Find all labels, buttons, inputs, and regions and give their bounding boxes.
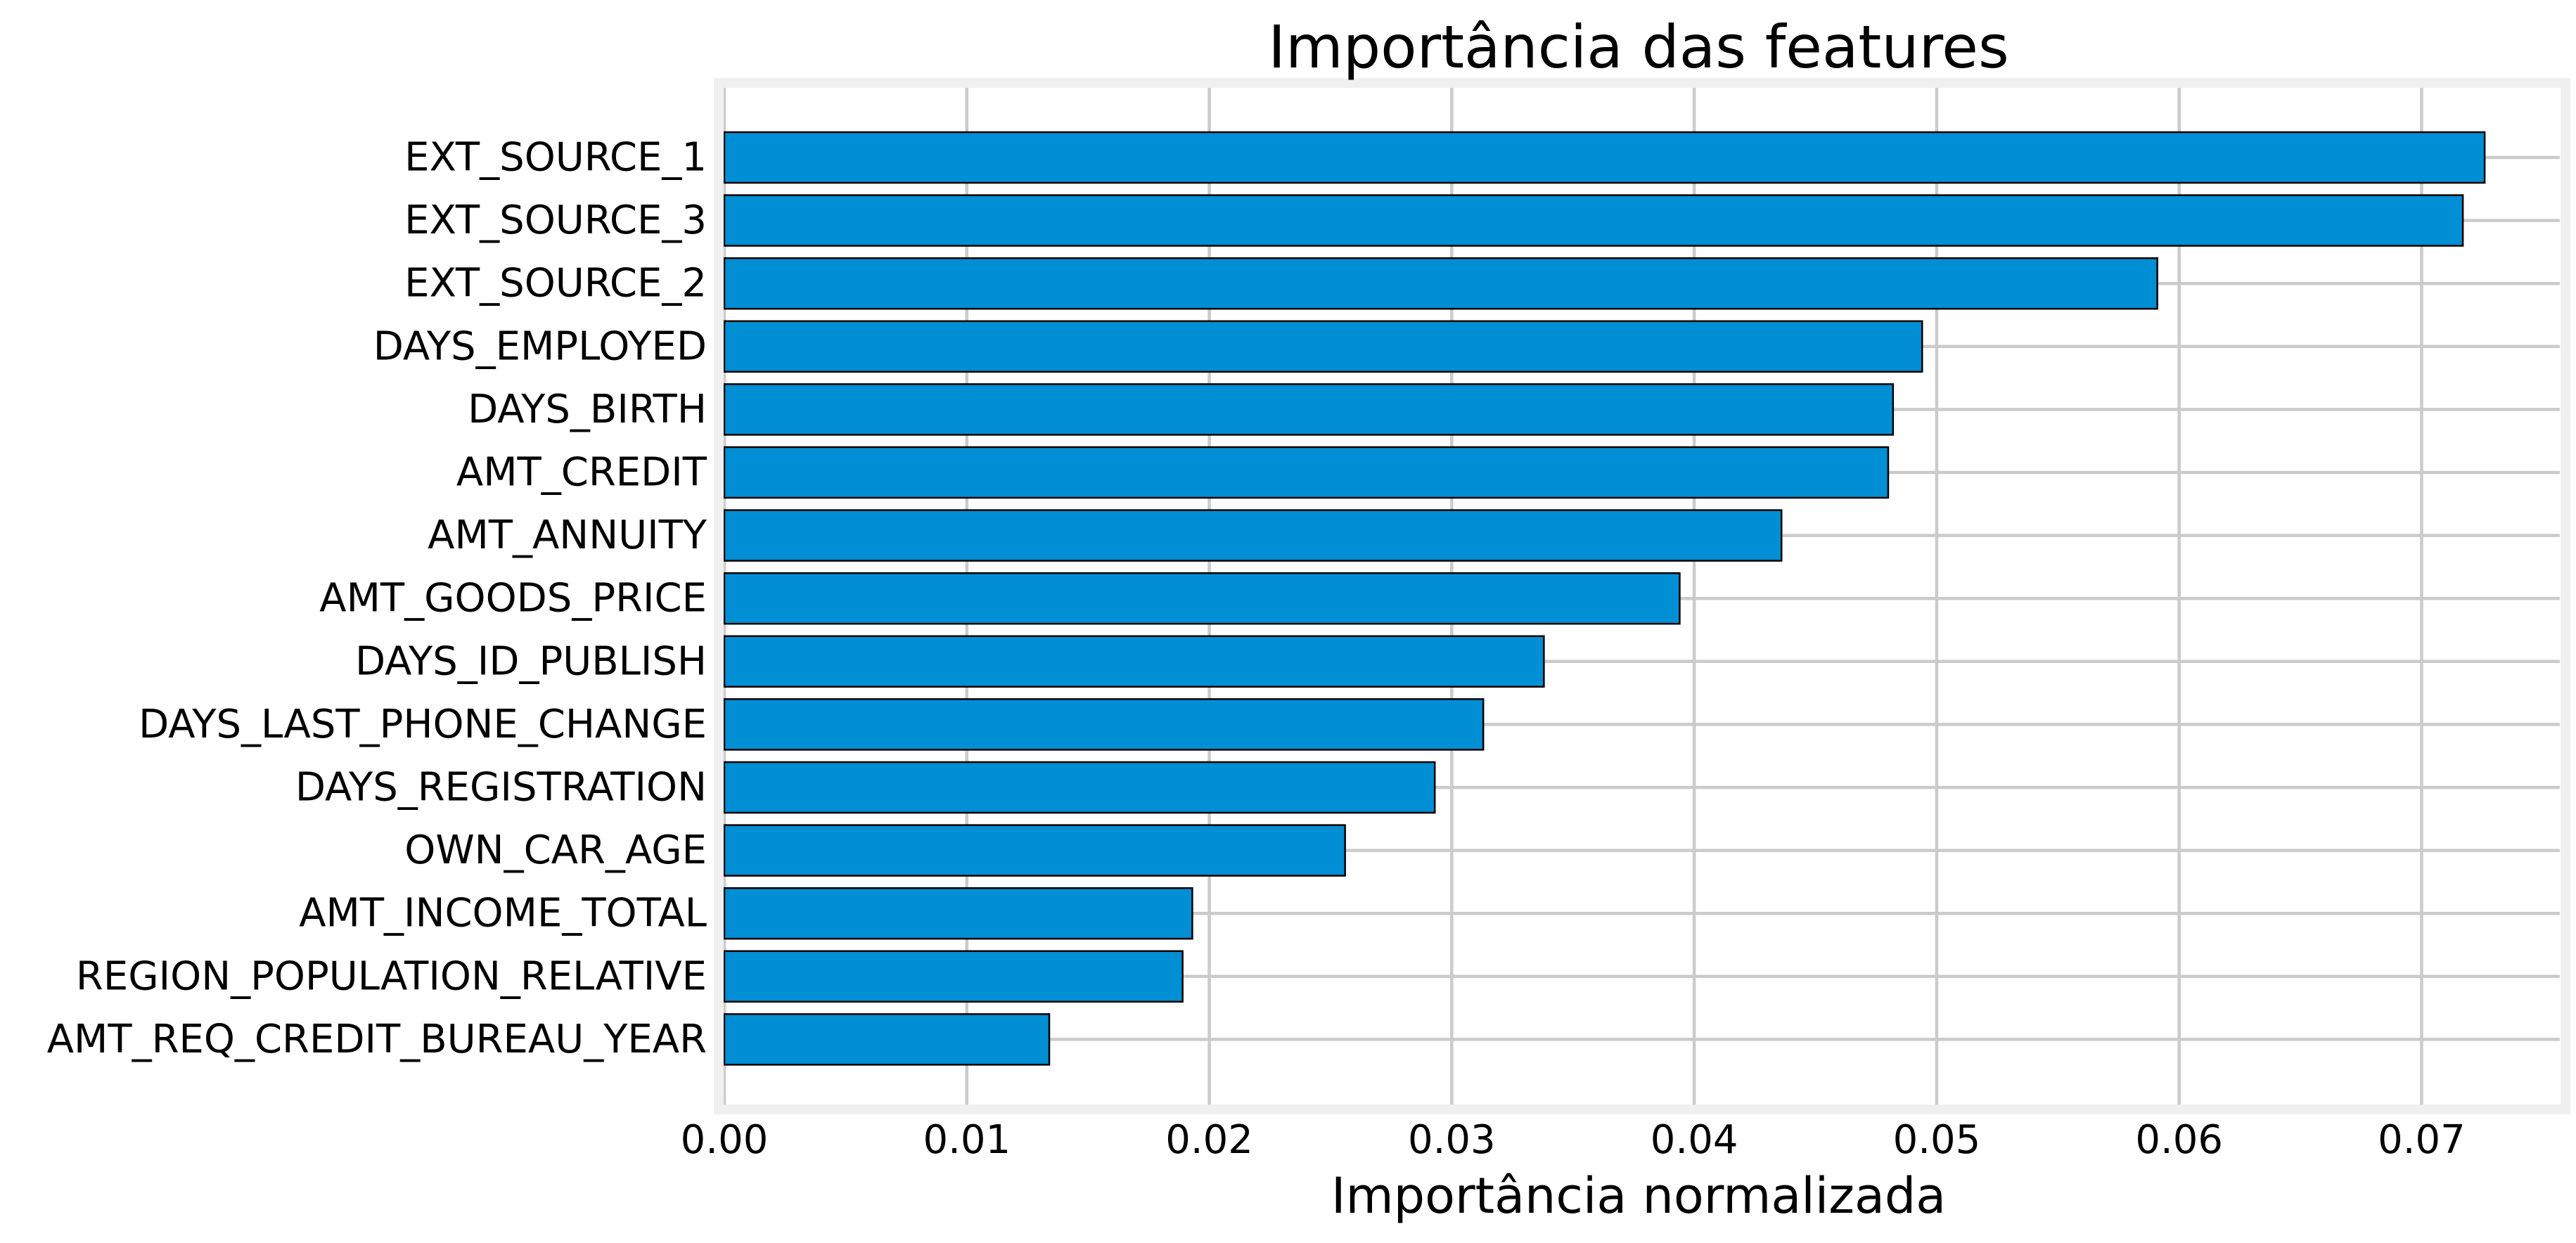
x-tick-labels: 0.00 0.01 0.02 0.03 0.04 0.05 0.06 0.07: [681, 1117, 2466, 1163]
y-tick-label: DAYS_BIRTH: [468, 387, 707, 432]
bar: [723, 194, 2464, 247]
bar: [723, 572, 1681, 625]
x-tick-label: 0.06: [2135, 1117, 2223, 1163]
bar: [723, 635, 1545, 688]
x-tick-label: 0.02: [1165, 1117, 1253, 1163]
y-tick-label: DAYS_LAST_PHONE_CHANGE: [139, 702, 707, 747]
x-tick-label: 0.07: [2378, 1117, 2466, 1163]
y-tick-label: EXT_SOURCE_1: [404, 135, 707, 181]
x-tick-label: 0.05: [1893, 1117, 1981, 1163]
bar: [723, 1013, 1051, 1066]
bar: [723, 698, 1485, 751]
y-tick-label: DAYS_ID_PUBLISH: [355, 638, 707, 684]
bar: [723, 131, 2486, 184]
x-tick-label: 0.04: [1651, 1117, 1738, 1163]
x-tick-label: 0.01: [923, 1117, 1011, 1163]
y-tick-label: EXT_SOURCE_2: [404, 261, 707, 307]
y-tick-label: AMT_GOODS_PRICE: [319, 576, 707, 622]
y-tick-label: OWN_CAR_AGE: [404, 827, 707, 873]
chart-title: Importância das features: [1268, 13, 2009, 82]
x-tick-label: 0.03: [1408, 1117, 1496, 1163]
bar: [723, 824, 1346, 877]
bar: [723, 257, 2158, 310]
y-tick-label: AMT_INCOME_TOTAL: [299, 891, 707, 936]
x-axis-label: Importância normalizada: [1331, 1167, 1946, 1225]
bar: [723, 446, 1890, 499]
bar: [723, 950, 1184, 1003]
bar: [723, 509, 1783, 562]
bar: [723, 320, 1923, 373]
y-tick-label: DAYS_EMPLOYED: [373, 323, 707, 369]
bars: [723, 131, 2486, 1066]
y-tick-label: DAYS_REGISTRATION: [295, 765, 707, 811]
plot-frame: [714, 78, 2570, 1114]
bar: [723, 887, 1193, 940]
bar: [723, 761, 1436, 814]
y-tick-label: REGION_POPULATION_RELATIVE: [76, 953, 707, 999]
y-tick-label: AMT_REQ_CREDIT_BUREAU_YEAR: [47, 1017, 707, 1062]
bar: [723, 383, 1895, 436]
x-tick-label: 0.00: [681, 1117, 769, 1163]
y-tick-labels: EXT_SOURCE_1 EXT_SOURCE_3 EXT_SOURCE_2 DAYS…: [47, 135, 707, 1062]
y-tick-label: EXT_SOURCE_3: [404, 198, 707, 243]
y-tick-label: AMT_CREDIT: [456, 450, 707, 496]
y-tick-label: AMT_ANNUITY: [428, 513, 707, 558]
